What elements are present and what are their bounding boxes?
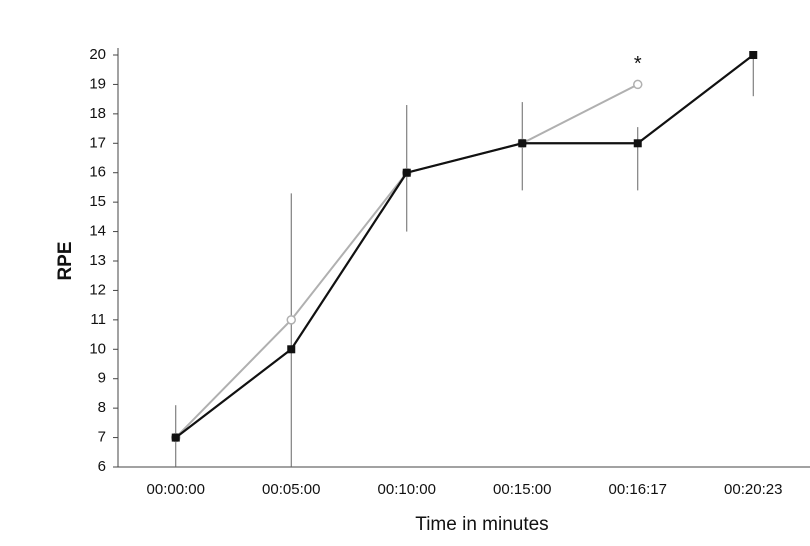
y-tick-label: 11 bbox=[90, 311, 106, 328]
x-tick-label: 00:20:23 bbox=[724, 481, 782, 498]
marker bbox=[518, 139, 527, 148]
x-tick-label: 00:00:00 bbox=[147, 481, 205, 498]
y-tick-label: 16 bbox=[89, 164, 106, 181]
y-tick-label: 18 bbox=[89, 105, 106, 122]
y-tick-label: 15 bbox=[89, 193, 106, 210]
y-tick-label: 14 bbox=[89, 223, 106, 240]
y-tick-label: 12 bbox=[89, 281, 106, 298]
marker bbox=[633, 139, 642, 148]
y-tick-label: 7 bbox=[98, 429, 106, 446]
y-axis-title: RPE bbox=[55, 241, 76, 280]
series-line bbox=[175, 54, 754, 439]
marker bbox=[633, 79, 643, 90]
y-tick-label: 13 bbox=[89, 252, 106, 269]
x-axis-title: Time in minutes bbox=[415, 514, 548, 535]
y-tick-label: 10 bbox=[89, 340, 106, 357]
y-tick-label: 17 bbox=[89, 134, 106, 151]
y-tick-label: 9 bbox=[98, 370, 106, 387]
x-tick-label: 00:15:00 bbox=[493, 481, 551, 498]
x-tick-label: 00:05:00 bbox=[262, 481, 320, 498]
marker bbox=[286, 315, 296, 325]
marker bbox=[287, 345, 296, 354]
y-tick-label: 20 bbox=[89, 46, 106, 63]
marker bbox=[749, 51, 758, 59]
marker bbox=[402, 168, 411, 177]
marker bbox=[171, 433, 180, 442]
x-tick-label: 00:10:00 bbox=[378, 481, 436, 498]
y-tick-label: 6 bbox=[98, 458, 106, 475]
y-tick-label: 8 bbox=[98, 399, 106, 416]
x-tick-label: 00:16:17 bbox=[609, 481, 667, 498]
y-tick-label: 19 bbox=[89, 75, 106, 92]
annotation: * bbox=[634, 53, 642, 75]
